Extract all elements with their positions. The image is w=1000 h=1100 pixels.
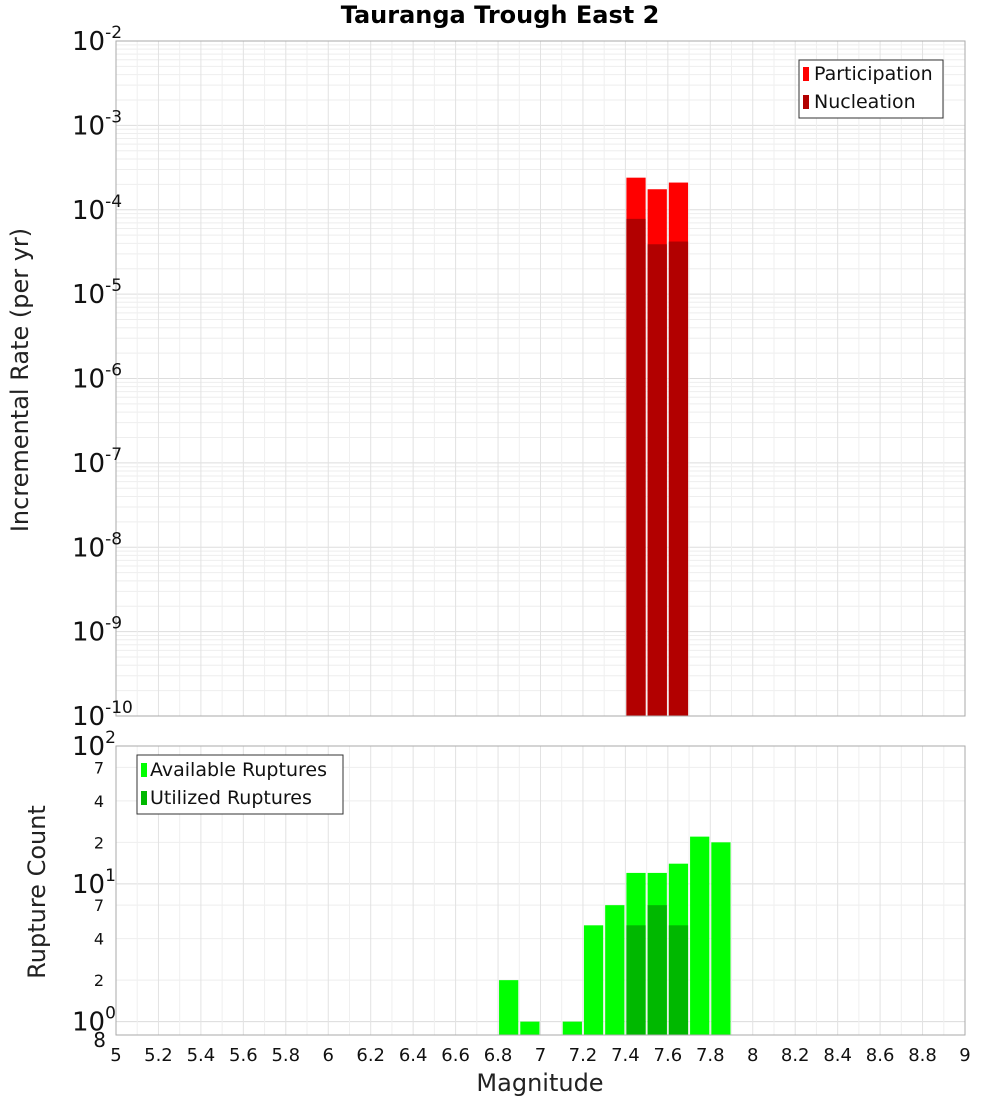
x-tick-label: 8 — [747, 1045, 758, 1066]
count-y-axis-label: Rupture Count — [23, 805, 51, 979]
utilized-ruptures-bar — [668, 925, 689, 1035]
count-y-tick-label: 4 — [94, 792, 104, 811]
x-tick-label: 7 — [535, 1045, 546, 1066]
legend-label: Participation — [814, 63, 933, 85]
rate-y-tick-label: 10-3 — [72, 107, 122, 141]
x-tick-label: 8.2 — [781, 1045, 810, 1066]
x-tick-label: 5.6 — [229, 1045, 258, 1066]
rate-panel: 10-2 10-3 10-4 10-5 10-6 10-7 10-8 10-9 10-10 In… — [6, 23, 966, 732]
count-y-tick-label: 2 — [94, 971, 104, 990]
x-tick-label: 8.4 — [823, 1045, 852, 1066]
rate-plot-frame — [115, 40, 966, 717]
x-tick-label: 6.8 — [484, 1045, 513, 1066]
x-tick-label: 6 — [323, 1045, 334, 1066]
x-tick-label: 7.8 — [696, 1045, 725, 1066]
x-tick-label: 9 — [959, 1045, 970, 1066]
nucleation-bar — [647, 244, 667, 717]
x-tick-label: 6.4 — [399, 1045, 428, 1066]
x-tick-label: 7.4 — [611, 1045, 640, 1066]
legend-label: Utilized Ruptures — [150, 787, 312, 809]
x-tick-label: 6.2 — [356, 1045, 385, 1066]
rate-y-axis-label: Incremental Rate (per yr) — [6, 228, 34, 532]
x-tick-label: 5.4 — [187, 1045, 216, 1066]
legend-swatch — [803, 95, 809, 109]
count-y-tick-label: 100 — [72, 1004, 116, 1038]
available-ruptures-bar — [583, 925, 604, 1035]
count-y-tick-label: 2 — [94, 833, 104, 852]
rate-bars — [626, 177, 689, 717]
available-ruptures-bar — [562, 1021, 582, 1035]
rate-y-ticks: 10-2 10-3 10-4 10-5 10-6 10-7 10-8 10-9 10-10 — [72, 23, 133, 732]
count-y-tick-label: 101 — [72, 866, 116, 900]
nucleation-bar — [626, 218, 646, 716]
rate-legend-box — [798, 59, 944, 119]
legend-swatch — [803, 67, 809, 81]
count-plot-frame — [115, 745, 966, 1036]
count-bars — [499, 836, 731, 1035]
rate-y-tick-label: 10-8 — [72, 529, 122, 563]
count-y-tick-label: 102 — [72, 728, 116, 762]
rate-y-tick-label: 10-7 — [72, 445, 122, 479]
rate-y-tick-label: 10-4 — [72, 192, 122, 226]
count-y-tick-label: 8 — [93, 1028, 106, 1052]
legend-swatch — [141, 763, 147, 777]
rate-legend: Participation Nucleation — [798, 59, 944, 119]
rate-y-tick-label: 10-5 — [72, 276, 122, 310]
rate-y-tick-label: 10-10 — [72, 698, 133, 732]
x-tick-label: 5 — [110, 1045, 121, 1066]
count-y-tick-label: 7 — [94, 758, 104, 777]
available-ruptures-bar — [605, 905, 625, 1035]
rate-y-tick-label: 10-2 — [72, 23, 122, 57]
nucleation-bar — [668, 241, 689, 717]
x-tick-label: 7.2 — [569, 1045, 598, 1066]
x-tick-label: 7.6 — [654, 1045, 683, 1066]
utilized-ruptures-bar — [647, 905, 667, 1035]
chart-title: Tauranga Trough East 2 — [341, 1, 660, 29]
x-tick-label: 8.8 — [908, 1045, 937, 1066]
available-ruptures-bar — [520, 1021, 540, 1035]
magnitude-x-ticks: 5 5.2 5.4 5.6 5.8 6 6.2 6.4 6.6 6.8 7 7.2 7.4 7.6 7.8 8… — [110, 1045, 970, 1066]
rate-y-tick-label: 10-6 — [72, 361, 122, 395]
rate-y-tick-label: 10-9 — [72, 614, 122, 648]
x-tick-label: 5.2 — [144, 1045, 173, 1066]
utilized-ruptures-bar — [626, 925, 646, 1035]
x-tick-label: 8.6 — [866, 1045, 895, 1066]
x-tick-label: 5.8 — [271, 1045, 300, 1066]
rate-gridlines — [115, 41, 966, 717]
available-ruptures-bar — [711, 842, 731, 1035]
available-ruptures-bar — [690, 836, 710, 1035]
x-tick-label: 6.6 — [441, 1045, 470, 1066]
x-axis-label: Magnitude — [476, 1069, 603, 1097]
available-ruptures-bar — [499, 980, 519, 1035]
count-legend-box — [136, 754, 344, 815]
count-y-tick-label: 7 — [94, 896, 104, 915]
legend-label: Available Ruptures — [150, 759, 327, 781]
legend-label: Nucleation — [814, 91, 916, 113]
count-legend: Available Ruptures Utilized Ruptures — [136, 754, 344, 815]
count-y-tick-label: 4 — [94, 930, 104, 949]
legend-swatch — [141, 791, 147, 805]
